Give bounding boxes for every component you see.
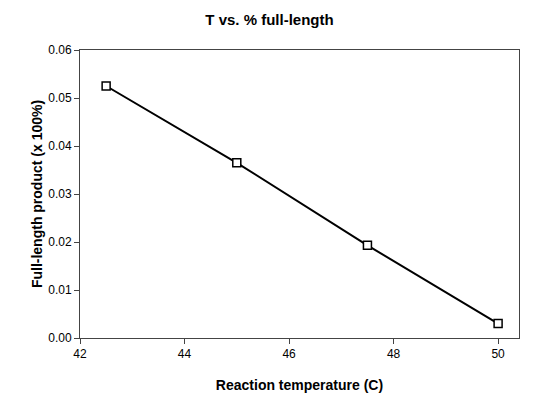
svg-text:0.02: 0.02 [48, 235, 72, 249]
svg-text:0.00: 0.00 [48, 331, 72, 345]
svg-text:T vs. % full-length: T vs. % full-length [205, 11, 333, 28]
svg-text:44: 44 [178, 347, 192, 361]
svg-text:48: 48 [387, 347, 401, 361]
svg-text:0.06: 0.06 [48, 43, 72, 57]
svg-text:0.03: 0.03 [48, 187, 72, 201]
svg-text:46: 46 [282, 347, 296, 361]
svg-text:50: 50 [491, 347, 505, 361]
svg-text:Full-length product (x 100%): Full-length product (x 100%) [29, 100, 45, 288]
svg-text:42: 42 [73, 347, 87, 361]
svg-text:Reaction temperature (C): Reaction temperature (C) [216, 377, 383, 393]
svg-text:0.04: 0.04 [48, 139, 72, 153]
svg-text:0.01: 0.01 [48, 283, 72, 297]
svg-text:0.05: 0.05 [48, 91, 72, 105]
